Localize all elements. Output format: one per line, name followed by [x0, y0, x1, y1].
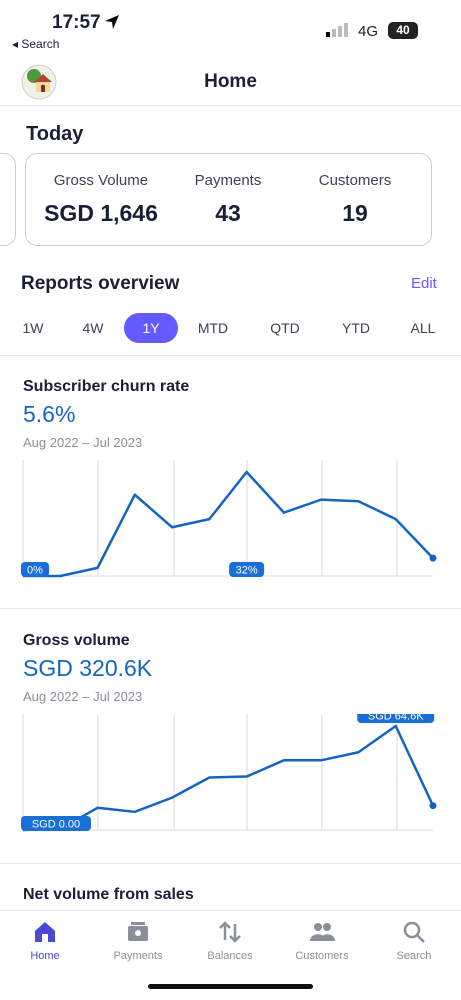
network: 4G: [358, 23, 379, 40]
nav-icon[interactable]: [400, 918, 428, 946]
back-link[interactable]: ◂ Search: [12, 37, 60, 51]
chart-period: Aug 2022 – Jul 2023: [23, 435, 143, 450]
nav-label[interactable]: Customers: [295, 950, 349, 962]
nav-label[interactable]: Home: [30, 950, 60, 962]
divider: [0, 863, 461, 864]
chart-title: Gross volume: [23, 632, 130, 649]
divider: [0, 608, 461, 609]
section-title: Today: [26, 123, 84, 145]
value-label-bg: [357, 714, 435, 723]
range-tab[interactable]: 1Y: [124, 313, 178, 343]
section-title: Reports overview: [21, 273, 180, 294]
section-title: Net volume from sales: [23, 886, 194, 903]
location-icon: [105, 15, 119, 29]
value-label: 0%: [27, 565, 43, 577]
value-label: 32%: [236, 565, 258, 577]
nav-label[interactable]: Search: [396, 950, 432, 962]
range-tab[interactable]: ALL: [410, 320, 436, 336]
value-label-bg: [21, 816, 91, 831]
range-tab[interactable]: 4W: [82, 320, 104, 336]
range-tab[interactable]: QTD: [270, 320, 300, 336]
metric-label: Customers: [318, 172, 392, 189]
divider: [0, 105, 461, 106]
chart-headline: 5.6%: [23, 401, 76, 427]
range-tab[interactable]: YTD: [342, 320, 370, 336]
edit-link[interactable]: Edit: [411, 275, 437, 292]
value-label-bg: [21, 562, 49, 577]
metric-value: 19: [342, 200, 368, 226]
end-point: [429, 802, 437, 810]
battery: 40: [388, 22, 418, 39]
nav-label[interactable]: Payments: [113, 950, 163, 962]
divider: [0, 355, 461, 356]
range-tab[interactable]: 1W: [22, 320, 44, 336]
range-tab[interactable]: MTD: [197, 320, 229, 336]
line: [23, 470, 434, 578]
chart: SGD 0.00 SGD 64.6K: [21, 714, 437, 832]
value-label-bg: [229, 562, 265, 577]
today-card[interactable]: [25, 153, 432, 246]
time: 17:57: [52, 12, 101, 33]
nav-label[interactable]: Balances: [207, 950, 253, 962]
nav-icon[interactable]: [216, 918, 244, 946]
chart-headline: SGD 320.6K: [23, 655, 153, 681]
nav-icon[interactable]: [31, 918, 59, 946]
prev-card[interactable]: [0, 153, 16, 246]
nav-icon[interactable]: [124, 918, 152, 946]
header-title: Home: [204, 71, 257, 92]
nav-icon[interactable]: [308, 918, 336, 946]
metric-value: 43: [215, 200, 241, 226]
value-label: SGD 64.6K: [368, 714, 424, 723]
line: [22, 724, 435, 832]
chart-title: Subscriber churn rate: [23, 378, 190, 395]
chart-period: Aug 2022 – Jul 2023: [23, 689, 143, 704]
chart: 0% 32%: [21, 460, 437, 578]
metric-label: Payments: [194, 172, 262, 189]
signal-icon: [326, 23, 348, 37]
metric-value: SGD 1,646: [44, 200, 158, 226]
end-point: [429, 554, 437, 562]
home-indicator: [148, 984, 313, 989]
value-label: SGD 0.00: [32, 819, 80, 831]
metric-label: Gross Volume: [53, 172, 149, 189]
avatar[interactable]: [21, 64, 57, 100]
